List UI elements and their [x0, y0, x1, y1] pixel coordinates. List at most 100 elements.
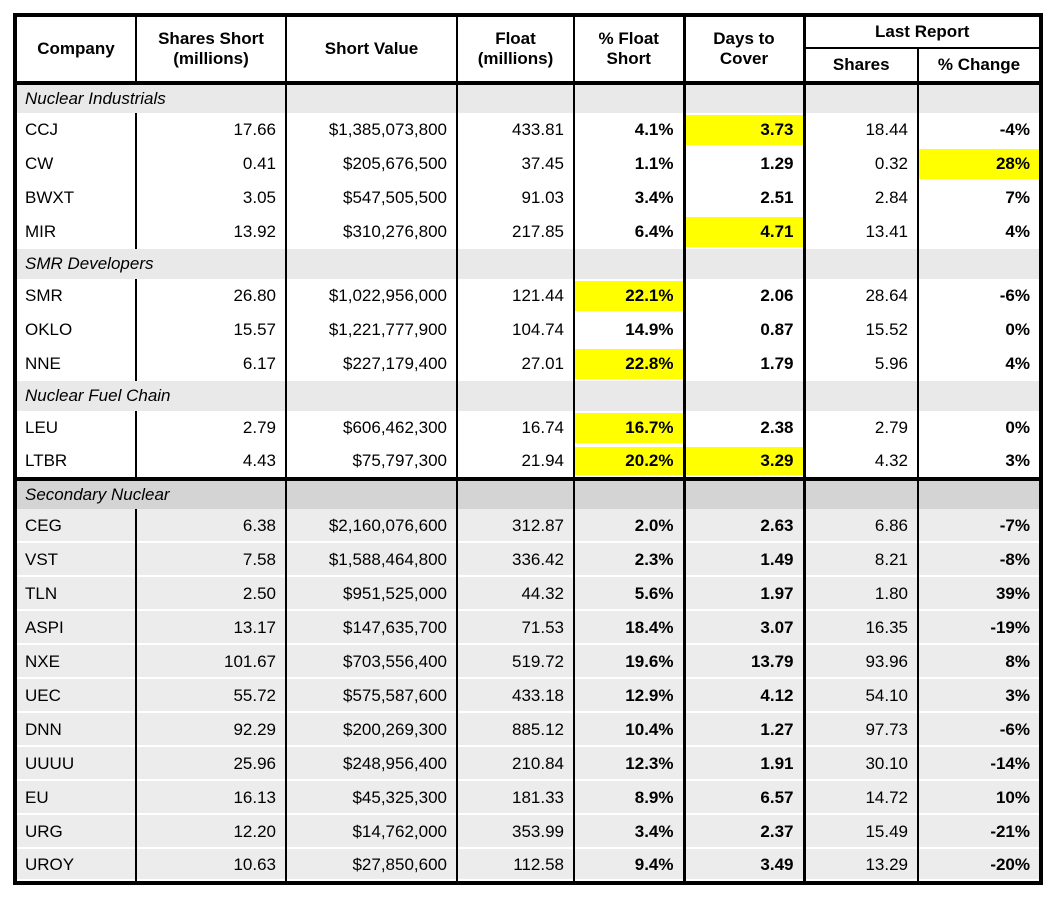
cell-short-value: $14,762,000	[285, 815, 457, 849]
cell-pct-float: 16.7%	[573, 411, 684, 445]
cell-days-to-cover: 2.06	[682, 279, 806, 313]
col-header-last-shares: Shares	[803, 48, 918, 85]
cell-shares-short: 92.29	[135, 713, 286, 747]
cell-days-to-cover: 2.38	[682, 411, 806, 445]
cell-company: LTBR	[14, 445, 136, 479]
cell-company: NNE	[14, 347, 136, 381]
col-header-pct-float: % Float Short	[573, 15, 684, 85]
cell-float: 112.58	[456, 849, 574, 883]
cell-float: 181.33	[456, 781, 574, 815]
cell-pct-change: -19%	[917, 611, 1041, 645]
section-row: Secondary Nuclear	[14, 479, 1041, 509]
col-header-short-value-label: Short Value	[324, 39, 419, 59]
cell-last-shares: 13.41	[803, 215, 918, 249]
section-empty-cell	[803, 479, 918, 509]
cell-pct-float: 22.1%	[573, 279, 684, 313]
cell-days-to-cover: 4.71	[682, 215, 806, 249]
cell-company: OKLO	[14, 313, 136, 347]
section-label: Nuclear Industrials	[14, 83, 286, 113]
table-row: ASPI 13.17 $147,635,700 71.53 18.4% 3.07 16.35…	[14, 611, 1041, 645]
cell-pct-float: 14.9%	[573, 313, 684, 347]
cell-pct-change: 3%	[917, 445, 1041, 479]
col-header-float-line2: (millions)	[477, 49, 554, 68]
col-header-shares-short: Shares Short (millions)	[135, 15, 286, 85]
section-empty-cell	[456, 83, 574, 113]
cell-last-shares: 13.29	[803, 849, 918, 883]
cell-pct-change: 3%	[917, 679, 1041, 713]
cell-shares-short: 6.38	[135, 509, 286, 543]
cell-short-value: $951,525,000	[285, 577, 457, 611]
section-empty-cell	[682, 381, 806, 411]
cell-days-to-cover: 1.79	[682, 347, 806, 381]
cell-short-value: $147,635,700	[285, 611, 457, 645]
cell-last-shares: 2.84	[803, 181, 918, 215]
cell-shares-short: 15.57	[135, 313, 286, 347]
cell-pct-float: 19.6%	[573, 645, 684, 679]
col-header-pct-change: % Change	[917, 48, 1041, 85]
cell-days-to-cover: 4.12	[682, 679, 806, 713]
cell-shares-short: 6.17	[135, 347, 286, 381]
table-row: CW 0.41 $205,676,500 37.45 1.1% 1.29 0.32 28%	[14, 147, 1041, 181]
cell-float: 353.99	[456, 815, 574, 849]
table-row: MIR 13.92 $310,276,800 217.85 6.4% 4.71 13.41 4…	[14, 215, 1041, 249]
col-header-shares-short-line2: (millions)	[173, 49, 249, 68]
cell-shares-short: 16.13	[135, 781, 286, 815]
cell-last-shares: 0.32	[803, 147, 918, 181]
col-header-float-line1: Float	[495, 29, 536, 49]
cell-float: 71.53	[456, 611, 574, 645]
cell-days-to-cover: 2.37	[682, 815, 806, 849]
cell-company: LEU	[14, 411, 136, 445]
cell-shares-short: 2.50	[135, 577, 286, 611]
table-row: SMR 26.80 $1,022,956,000 121.44 22.1% 2.06 28.…	[14, 279, 1041, 313]
cell-last-shares: 97.73	[803, 713, 918, 747]
cell-company: DNN	[14, 713, 136, 747]
section-label: Nuclear Fuel Chain	[14, 381, 286, 411]
cell-shares-short: 26.80	[135, 279, 286, 313]
cell-pct-float: 8.9%	[573, 781, 684, 815]
cell-company: NXE	[14, 645, 136, 679]
col-header-days-line1: Days to	[713, 29, 775, 49]
cell-shares-short: 25.96	[135, 747, 286, 781]
table-row: CEG 6.38 $2,160,076,600 312.87 2.0% 2.63 6.86-…	[14, 509, 1041, 543]
section-empty-cell	[917, 249, 1041, 279]
cell-days-to-cover: 1.97	[682, 577, 806, 611]
cell-pct-float: 22.8%	[573, 347, 684, 381]
cell-shares-short: 12.20	[135, 815, 286, 849]
cell-pct-float: 9.4%	[573, 849, 684, 883]
cell-float: 210.84	[456, 747, 574, 781]
cell-pct-float: 2.3%	[573, 543, 684, 577]
cell-float: 104.74	[456, 313, 574, 347]
cell-float: 312.87	[456, 509, 574, 543]
cell-pct-float: 2.0%	[573, 509, 684, 543]
cell-days-to-cover: 3.73	[682, 113, 806, 147]
section-empty-cell	[803, 83, 918, 113]
section-empty-cell	[456, 479, 574, 509]
cell-shares-short: 3.05	[135, 181, 286, 215]
cell-float: 91.03	[456, 181, 574, 215]
section-empty-cell	[682, 249, 806, 279]
section-empty-cell	[285, 249, 457, 279]
cell-short-value: $1,022,956,000	[285, 279, 457, 313]
cell-float: 519.72	[456, 645, 574, 679]
cell-last-shares: 2.79	[803, 411, 918, 445]
cell-short-value: $45,325,300	[285, 781, 457, 815]
cell-pct-change: 4%	[917, 215, 1041, 249]
cell-pct-change: -7%	[917, 509, 1041, 543]
cell-company: URG	[14, 815, 136, 849]
cell-pct-change: -21%	[917, 815, 1041, 849]
cell-shares-short: 2.79	[135, 411, 286, 445]
cell-float: 433.81	[456, 113, 574, 147]
cell-days-to-cover: 3.29	[682, 445, 806, 479]
cell-pct-change: 28%	[917, 147, 1041, 181]
cell-shares-short: 55.72	[135, 679, 286, 713]
cell-last-shares: 14.72	[803, 781, 918, 815]
cell-last-shares: 6.86	[803, 509, 918, 543]
cell-last-shares: 93.96	[803, 645, 918, 679]
section-empty-cell	[803, 249, 918, 279]
cell-days-to-cover: 3.49	[682, 849, 806, 883]
section-empty-cell	[573, 249, 684, 279]
cell-float: 37.45	[456, 147, 574, 181]
cell-company: VST	[14, 543, 136, 577]
cell-short-value: $606,462,300	[285, 411, 457, 445]
table-row: LEU 2.79 $606,462,300 16.74 16.7% 2.38 2.79 0%	[14, 411, 1041, 445]
